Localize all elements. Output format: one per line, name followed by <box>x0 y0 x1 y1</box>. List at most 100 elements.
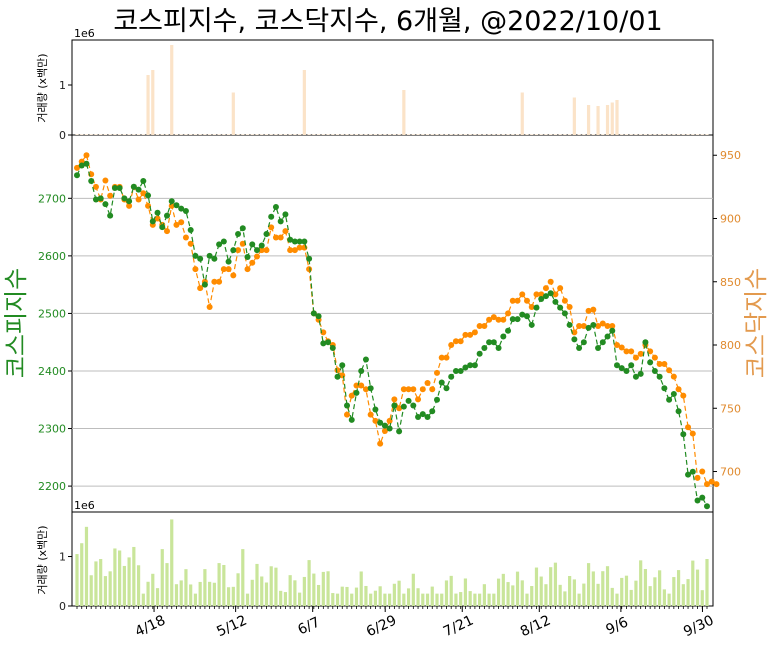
kospi-volume-bar <box>492 134 496 135</box>
kosdaq-point <box>424 379 431 386</box>
kosdaq-point <box>542 285 549 292</box>
kospi-point <box>557 304 564 311</box>
kosdaq-volume-bar <box>316 584 321 606</box>
kosdaq-volume-bar <box>511 585 515 606</box>
kosdaq-point <box>647 348 654 355</box>
kosdaq-volume-bar <box>515 571 520 606</box>
kosdaq-point <box>268 224 275 231</box>
kospi-point <box>272 203 279 210</box>
kosdaq-point <box>83 152 90 159</box>
kosdaq-point <box>651 354 658 361</box>
kospi-volume-bar <box>563 134 567 135</box>
kosdaq-point <box>500 316 507 323</box>
kospi-point <box>187 226 194 233</box>
kospi-volume-bar <box>700 134 704 135</box>
kospi-point <box>628 362 635 369</box>
kosdaq-volume-bar <box>250 579 254 606</box>
kosdaq-point <box>235 247 242 254</box>
kosdaq-point <box>576 323 583 330</box>
kospi-volume-bar <box>335 134 340 135</box>
kospi-volume-bar <box>676 134 681 135</box>
kosdaq-point <box>434 369 440 376</box>
kospi-point <box>83 160 90 167</box>
kospi-volume-bar <box>506 134 510 135</box>
kosdaq-point <box>438 354 445 361</box>
chart-title: 코스피지수, 코스닥지수, 6개월, @2022/10/01 <box>113 6 662 37</box>
kosdaq-point <box>680 392 687 399</box>
kospi-volume-bar <box>193 134 198 135</box>
kosdaq-volume-bar <box>577 593 581 606</box>
kospi-point <box>348 416 355 423</box>
kospi-volume-bar <box>643 134 648 135</box>
kospi-volume-bar <box>165 134 169 135</box>
kospi-point <box>689 468 696 475</box>
kospi-volume-bar <box>298 134 302 135</box>
kosdaq-volume-bar <box>454 593 458 606</box>
kospi-point <box>670 391 677 398</box>
kospi-point <box>500 333 507 340</box>
kospi-volume-bar <box>530 134 534 135</box>
kospi-volume-bar <box>179 134 183 135</box>
kospi-volume-bar <box>648 134 652 135</box>
kospi-line <box>76 163 708 507</box>
kosdaq-volume-bar <box>558 584 562 606</box>
kosdaq-volume-bar <box>672 577 676 606</box>
kospi-point <box>182 207 189 214</box>
kospi-volume-bar <box>151 70 155 135</box>
kospi-point <box>476 350 483 357</box>
kosdaq-point <box>533 291 540 298</box>
kospi-volume-bar <box>544 134 548 135</box>
kospi-point <box>661 385 668 392</box>
kosdaq-point <box>599 320 606 327</box>
kospi-point <box>443 385 450 392</box>
kospi-volume-bar <box>397 134 401 135</box>
kosdaq-point <box>220 266 227 273</box>
kospi-volume-bar <box>586 105 591 135</box>
kosdaq-volume-bar <box>89 575 93 606</box>
kosdaq-volume-bar <box>525 593 529 606</box>
kosdaq-volume-bar <box>345 586 349 606</box>
kosdaq-volume-bar <box>624 575 629 606</box>
kospi-volume-bar <box>591 134 595 135</box>
kosdaq-point <box>528 304 535 311</box>
kosdaq-point <box>609 323 616 330</box>
kospi-volume-bar <box>203 134 207 135</box>
kosdaq-volume-bar <box>406 588 411 606</box>
kosdaq-point <box>561 297 568 304</box>
kosdaq-volume-bar <box>435 593 439 606</box>
kospi-point <box>291 238 298 245</box>
kosdaq-volume-bar <box>416 588 420 606</box>
kospi-volume-bar <box>345 134 349 135</box>
kosdaq-volume-bar <box>430 586 434 606</box>
kosdaq-volume-bar <box>544 584 548 606</box>
kospi-volume-bar <box>388 134 392 135</box>
kosdaq-volume-bar <box>629 589 633 606</box>
kosdaq-volume-bar <box>80 543 84 606</box>
kosdaq-point <box>140 190 147 197</box>
kosdaq-volume-bar <box>179 580 183 606</box>
kospi-volume-bar <box>326 134 330 135</box>
kosdaq-volume-bar <box>189 584 193 606</box>
kospi-point <box>391 402 398 409</box>
kospi-volume-bar <box>615 100 619 135</box>
kosdaq-volume-bar <box>549 567 553 606</box>
kospi-volume-bar <box>667 134 671 135</box>
kosdaq-point <box>590 306 597 313</box>
kospi-point <box>647 359 654 366</box>
kosdaq-volume-bar <box>568 576 572 606</box>
kosdaq-point <box>623 348 630 355</box>
kosdaq-volume-bar <box>492 593 496 606</box>
kosdaq-volume-bar <box>203 569 207 606</box>
kospi-volume-bar <box>260 134 264 135</box>
kospi-volume-bar <box>103 134 108 135</box>
kosdaq-volume-bar <box>563 591 567 606</box>
kospi-point <box>651 367 658 374</box>
kosdaq-point <box>429 386 436 393</box>
kosdaq-volume-bar <box>691 560 695 606</box>
kosdaq-volume-bar <box>378 586 382 606</box>
kosdaq-volume-bar <box>388 593 392 606</box>
kospi-point <box>268 213 275 220</box>
kospi-point <box>230 247 237 254</box>
kosdaq-point <box>704 481 710 488</box>
kosdaq-volume-bar <box>496 578 501 606</box>
